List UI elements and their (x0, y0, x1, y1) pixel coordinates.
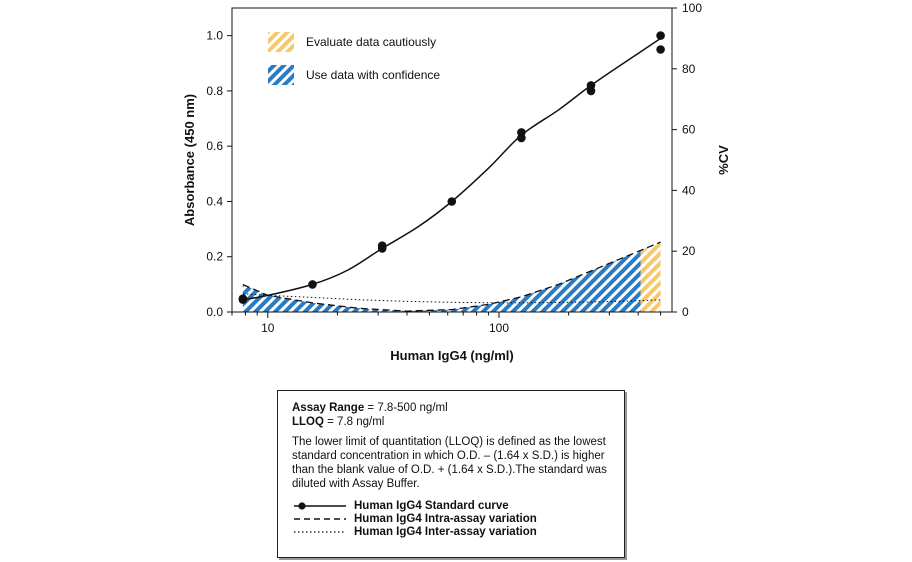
y-right-tick-label: 100 (682, 1, 702, 15)
standard-curve-point (377, 241, 387, 250)
lloq-label: LLOQ (292, 416, 324, 428)
y-left-tick-label: 0.0 (206, 305, 223, 319)
assay-range-label: Assay Range (292, 402, 365, 414)
cv-regions (242, 242, 661, 312)
y-left-tick-label: 0.2 (206, 250, 223, 264)
legend-caution-label: Evaluate data cautiously (306, 35, 436, 49)
standard-curve-point (656, 31, 665, 40)
solid-line-dot-swatch (294, 501, 346, 510)
legend-confidence-swatch (268, 65, 294, 85)
dotted-line-swatch (294, 530, 346, 533)
assay-info-box: Assay Range = 7.8-500 ng/ml LLOQ = 7.8 n… (277, 390, 625, 558)
lloq-value: = 7.8 ng/ml (323, 416, 385, 428)
y-right-tick-label: 60 (682, 123, 696, 137)
inter-assay-line (242, 293, 661, 304)
lloq-line: LLOQ = 7.8 ng/ml (292, 415, 612, 429)
y-left-tick-label: 1.0 (206, 29, 223, 43)
legend-intra-assay-label: Human IgG4 Intra-assay variation (354, 512, 537, 525)
standard-curve-point (308, 280, 317, 289)
region-legend: Evaluate data cautiously Use data with co… (268, 32, 440, 85)
legend-standard-curve: Human IgG4 Standard curve (292, 499, 612, 512)
legend-confidence-label: Use data with confidence (306, 68, 440, 82)
x-tick-label: 100 (489, 321, 509, 335)
assay-range-line: Assay Range = 7.8-500 ng/ml (292, 401, 612, 415)
y-right-tick-label: 20 (682, 244, 696, 258)
chart: 10 100 0.0 0.2 0.4 0.6 0.8 1.0 0 20 40 60 80 100 Eval… (182, 1, 731, 363)
assay-range-value: = 7.8-500 ng/ml (364, 402, 448, 414)
legend-standard-curve-label: Human IgG4 Standard curve (354, 499, 509, 512)
lloq-description: The lower limit of quantitation (LLOQ) i… (292, 436, 607, 490)
y-left-tick-label: 0.6 (206, 139, 223, 153)
axes: 10 100 0.0 0.2 0.4 0.6 0.8 1.0 0 20 40 60 80 100 (206, 1, 702, 335)
y-right-tick-label: 40 (682, 183, 696, 197)
legend-caution-swatch (268, 32, 294, 52)
legend-inter-assay: Human IgG4 Inter-assay variation (292, 525, 612, 538)
x-axis-title: Human IgG4 (ng/ml) (390, 348, 514, 363)
y-right-axis-title: %CV (716, 145, 731, 175)
series (238, 31, 665, 312)
standard-curve-point (586, 81, 596, 90)
legend-intra-assay: Human IgG4 Intra-assay variation (292, 512, 612, 525)
y-right-tick-label: 80 (682, 62, 696, 76)
y-left-tick-label: 0.4 (206, 194, 223, 208)
dashed-line-swatch (294, 517, 346, 520)
standard-curve-point (656, 45, 665, 54)
standard-curve-point (447, 197, 457, 206)
plot-frame (231, 7, 673, 313)
intra-assay-line (242, 241, 661, 312)
legend-inter-assay-label: Human IgG4 Inter-assay variation (354, 525, 537, 538)
caution-region (640, 242, 661, 312)
x-tick-label: 10 (261, 321, 275, 335)
confidence-region (242, 250, 641, 312)
y-left-axis-title: Absorbance (450 nm) (182, 94, 197, 226)
y-right-tick-label: 0 (682, 305, 689, 319)
standard-curve-point (517, 128, 526, 137)
standard-curve-point (238, 294, 248, 304)
y-left-tick-label: 0.8 (206, 84, 223, 98)
